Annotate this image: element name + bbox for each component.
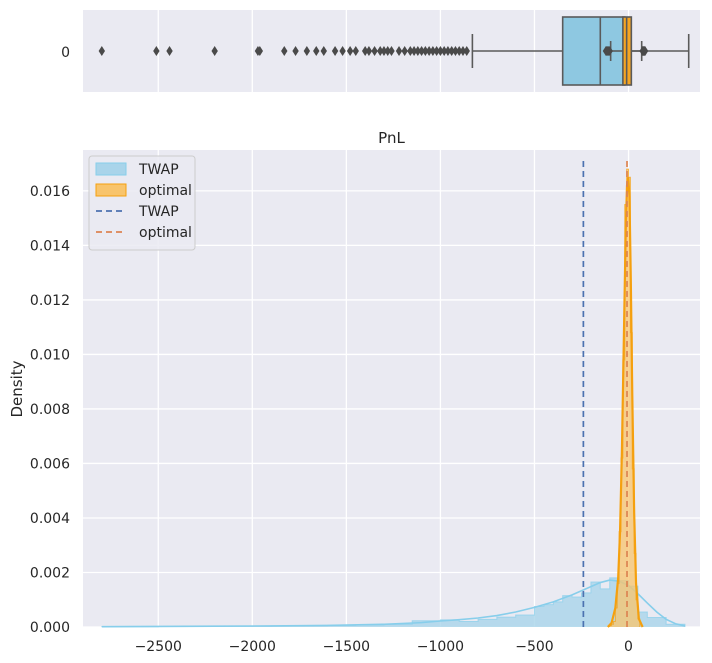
outlier-point (463, 46, 470, 56)
outlier-point (361, 46, 369, 56)
x-tick-label: −1500 (323, 639, 370, 655)
y-tick-label: 0.006 (30, 456, 70, 472)
outlier-point (407, 46, 414, 56)
y-tick-label: 0.010 (30, 347, 70, 363)
x-tick-label: 0 (624, 639, 633, 655)
outlier-point (313, 46, 320, 56)
outlier-point (452, 46, 459, 56)
outlier-point (641, 46, 649, 56)
outlier-point (410, 46, 418, 56)
y-tick-label: 0.002 (30, 565, 70, 581)
y-tick-label: 0.008 (30, 402, 70, 418)
boxplot-category-label: 0 (61, 45, 70, 61)
outlier-point (331, 46, 339, 56)
outlier-point (459, 46, 467, 56)
outlier-point (281, 46, 288, 56)
outlier-point (456, 46, 463, 56)
outlier-point (98, 46, 106, 56)
hist-area-twap (101, 577, 685, 627)
histogram-marks (101, 160, 686, 628)
boxplot-marks (98, 16, 690, 86)
outlier-point (166, 46, 173, 56)
outlier-point (440, 46, 448, 56)
outlier-point (444, 46, 452, 56)
outlier-point (433, 46, 440, 56)
y-tick-label: 0.014 (30, 238, 70, 254)
outlier-point (422, 46, 429, 56)
outlier-point (339, 46, 346, 56)
outlier-point (602, 46, 610, 56)
legend-label: TWAP (138, 204, 179, 220)
y-axis-ticks: 0.000 0.002 0.004 0.006 0.008 0.010 0.012 0.014… (30, 184, 70, 636)
y-axis-label: Density (8, 360, 26, 417)
legend-label: optimal (139, 225, 192, 241)
outlier-point (388, 46, 395, 56)
outlier-point (303, 46, 311, 56)
y-tick-label: 0.004 (30, 511, 70, 527)
outlier-point (211, 46, 218, 56)
outlier-point (418, 46, 425, 56)
outlier-point (414, 46, 422, 56)
x-tick-label: −2000 (229, 639, 276, 655)
outlier-point (256, 46, 264, 56)
outlier-point (352, 46, 359, 56)
outlier-point (365, 46, 373, 56)
outlier-point (320, 46, 327, 56)
outlier-point (425, 46, 433, 56)
outlier-point (401, 46, 408, 56)
legend-swatch-optimal (95, 183, 127, 197)
x-axis-ticks: −2500 −2000 −1500 −1000 −500 0 (135, 639, 633, 655)
outlier-point (448, 46, 455, 56)
chart-title: PnL (378, 129, 405, 147)
y-tick-label: 0.012 (30, 293, 70, 309)
histogram-panel: PnL 0.0000.0020.0040.0060.0080.0100.0120… (8, 129, 700, 655)
legend-label: optimal (139, 183, 192, 199)
outlier-point (429, 46, 437, 56)
legend: TWAP optimal TWAP optimal (88, 155, 196, 251)
outlier-point (384, 46, 391, 56)
x-tick-label: −1000 (417, 639, 464, 655)
outlier-point (371, 46, 378, 56)
legend-swatch-twap (95, 162, 127, 176)
kde-curve-twap (101, 579, 686, 628)
x-tick-label: −500 (515, 639, 553, 655)
legend-label: TWAP (138, 162, 179, 178)
outlier-point (346, 46, 354, 56)
outlier-point (292, 46, 299, 56)
y-tick-label: 0.016 (30, 184, 70, 200)
outlier-point (153, 46, 160, 56)
outlier-point (377, 46, 384, 56)
outlier-point (395, 46, 403, 56)
outlier-point (437, 46, 444, 56)
hist-area-optimal (609, 169, 640, 627)
x-tick-label: −2500 (135, 639, 182, 655)
outlier-point (380, 46, 388, 56)
y-tick-label: 0.000 (30, 620, 70, 636)
legend-box (88, 155, 196, 251)
boxplot-panel: 0 (61, 10, 700, 92)
